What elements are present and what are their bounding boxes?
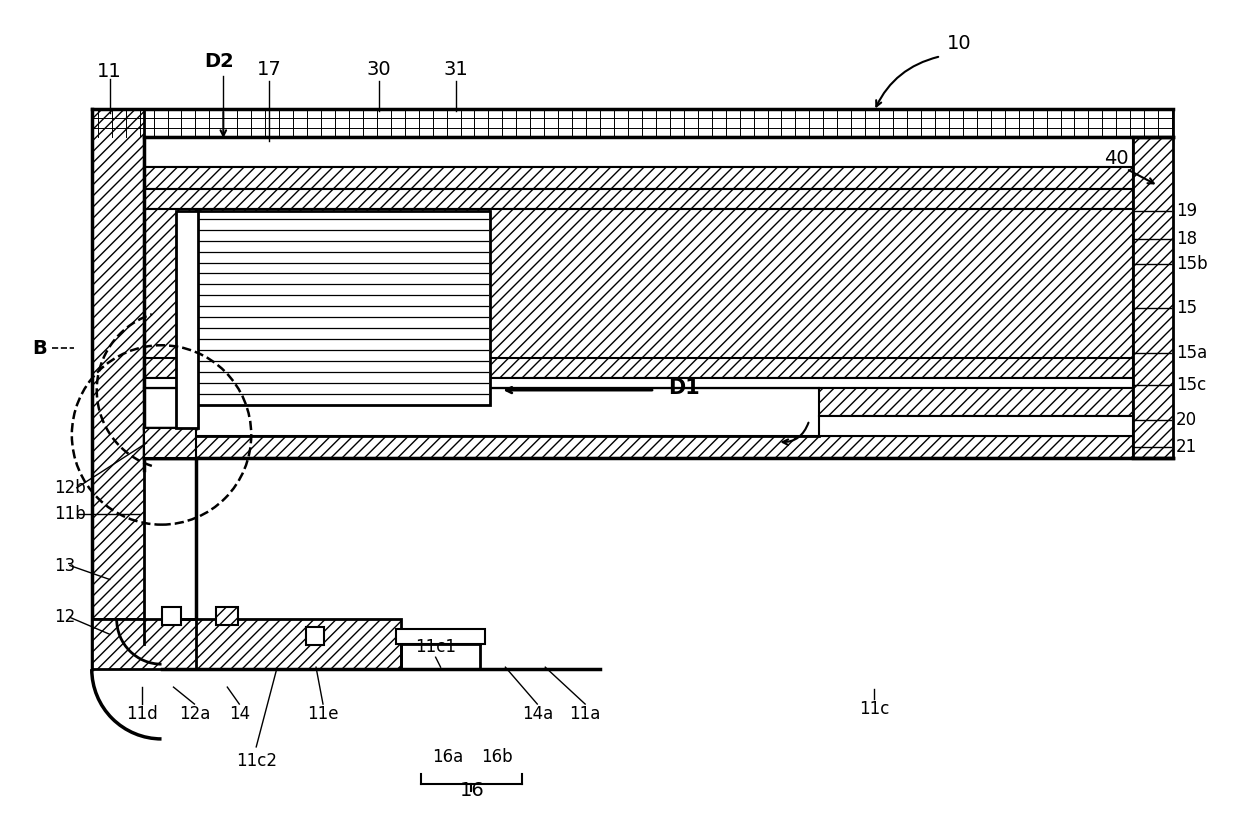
Text: 31: 31 xyxy=(443,59,467,78)
Text: 13: 13 xyxy=(53,556,76,574)
Bar xyxy=(144,167,1133,189)
Bar xyxy=(144,209,1133,388)
Text: D2: D2 xyxy=(205,52,234,71)
Bar xyxy=(1133,137,1173,458)
Text: 12: 12 xyxy=(53,609,76,626)
Bar xyxy=(161,607,181,625)
Bar xyxy=(144,358,1133,378)
Bar xyxy=(176,210,198,428)
Text: 14a: 14a xyxy=(522,705,553,723)
Text: 11e: 11e xyxy=(308,705,339,723)
Text: 15b: 15b xyxy=(1177,255,1208,272)
Text: 12b: 12b xyxy=(53,478,86,497)
Text: 14: 14 xyxy=(228,705,249,723)
Text: 12a: 12a xyxy=(179,705,210,723)
Bar xyxy=(144,428,196,458)
Text: 16b: 16b xyxy=(481,748,513,766)
Text: 16: 16 xyxy=(460,782,485,800)
Text: 19: 19 xyxy=(1177,202,1198,220)
Bar xyxy=(396,630,485,645)
Text: 11d: 11d xyxy=(125,705,157,723)
Bar xyxy=(92,109,1173,137)
Text: 16a: 16a xyxy=(432,748,464,766)
Text: 15: 15 xyxy=(1177,300,1198,317)
Text: B: B xyxy=(32,339,47,357)
Bar xyxy=(820,416,1133,436)
Text: 11: 11 xyxy=(97,62,122,81)
Text: 11a: 11a xyxy=(569,705,601,723)
Bar xyxy=(216,607,238,625)
Bar xyxy=(144,436,1133,458)
Text: 20: 20 xyxy=(1177,411,1198,429)
Text: 17: 17 xyxy=(257,59,281,78)
Text: 30: 30 xyxy=(367,59,391,78)
Text: 15c: 15c xyxy=(1177,376,1207,394)
Text: D1: D1 xyxy=(668,378,699,398)
Text: 15a: 15a xyxy=(1177,344,1208,362)
Text: 21: 21 xyxy=(1177,438,1198,456)
Bar xyxy=(820,388,1133,416)
Text: 40: 40 xyxy=(1104,149,1128,169)
Text: 11c: 11c xyxy=(859,700,889,718)
Bar xyxy=(92,620,401,669)
Text: 11c1: 11c1 xyxy=(415,638,456,656)
Bar xyxy=(306,627,324,645)
Bar xyxy=(144,137,1133,167)
Bar xyxy=(196,210,491,405)
Text: 11c2: 11c2 xyxy=(236,752,277,770)
Bar xyxy=(92,109,144,620)
Bar xyxy=(144,189,1133,209)
Text: 10: 10 xyxy=(946,33,971,53)
Text: 18: 18 xyxy=(1177,230,1198,248)
Text: 11b: 11b xyxy=(53,504,86,523)
Bar xyxy=(144,378,1133,388)
